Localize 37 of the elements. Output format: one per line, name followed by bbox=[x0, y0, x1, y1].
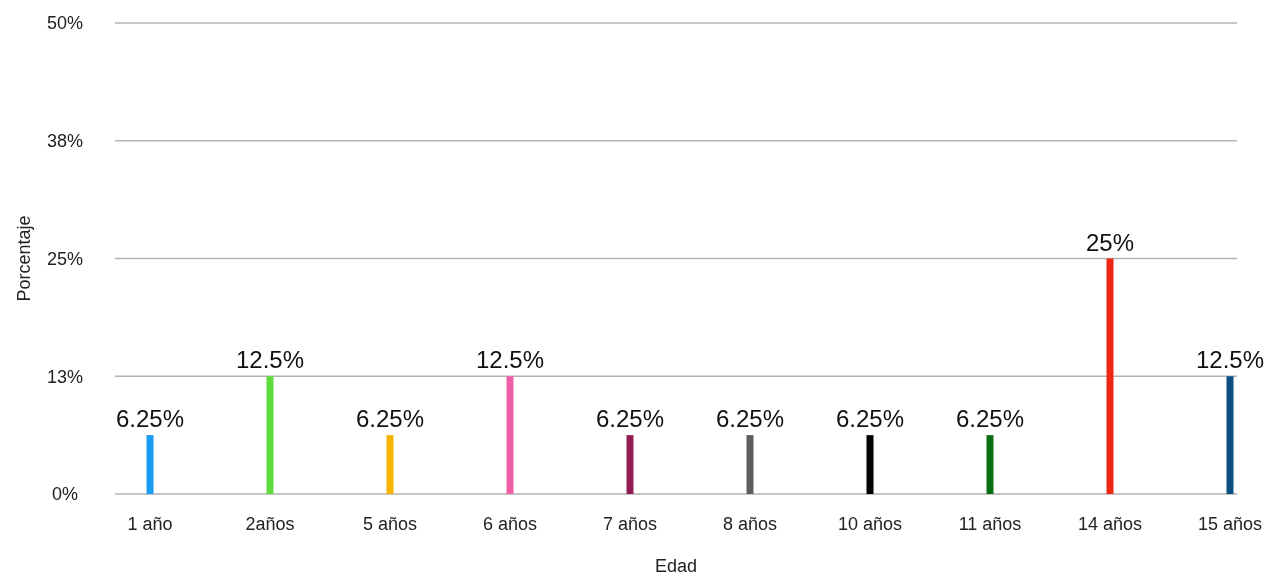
x-tick-label: 14 años bbox=[1077, 514, 1143, 534]
bar bbox=[386, 435, 394, 494]
data-label: 12.5% bbox=[475, 346, 545, 374]
x-tick-label: 11 años bbox=[958, 514, 1022, 534]
bar bbox=[866, 435, 874, 494]
data-label: 6.25% bbox=[835, 405, 905, 433]
x-tick-label: 8 años bbox=[722, 514, 778, 534]
data-label: 6.25% bbox=[595, 405, 665, 433]
bar bbox=[146, 435, 154, 494]
data-label: 25% bbox=[1085, 228, 1135, 256]
bar bbox=[626, 435, 634, 494]
bar bbox=[746, 435, 754, 494]
bar bbox=[506, 376, 514, 494]
x-tick-label: 1 año bbox=[127, 514, 173, 534]
x-tick-label: 5 años bbox=[362, 514, 418, 534]
y-tick-label: 0% bbox=[51, 484, 79, 505]
x-tick-label: 6 años bbox=[482, 514, 538, 534]
y-axis-title: Porcentaje bbox=[14, 215, 34, 302]
data-label: 6.25% bbox=[115, 405, 185, 433]
data-label: 12.5% bbox=[1195, 346, 1265, 374]
x-tick-label: 15 años bbox=[1197, 514, 1263, 534]
bar bbox=[266, 376, 274, 494]
data-label: 6.25% bbox=[715, 405, 785, 433]
x-axis-title: Edad bbox=[654, 556, 698, 576]
y-tick-label: 50% bbox=[46, 13, 84, 34]
bar bbox=[1106, 258, 1114, 494]
data-label: 6.25% bbox=[355, 405, 425, 433]
y-tick-label: 13% bbox=[46, 366, 84, 387]
y-tick-label: 25% bbox=[46, 248, 84, 269]
x-tick-label: 2años bbox=[245, 514, 295, 534]
data-label: 6.25% bbox=[955, 405, 1025, 433]
x-tick-label: 7 años bbox=[602, 514, 658, 534]
bar bbox=[986, 435, 994, 494]
data-label: 12.5% bbox=[235, 346, 305, 374]
x-tick-label: 10 años bbox=[837, 514, 903, 534]
bar bbox=[1226, 376, 1234, 494]
y-tick-label: 38% bbox=[46, 131, 84, 152]
